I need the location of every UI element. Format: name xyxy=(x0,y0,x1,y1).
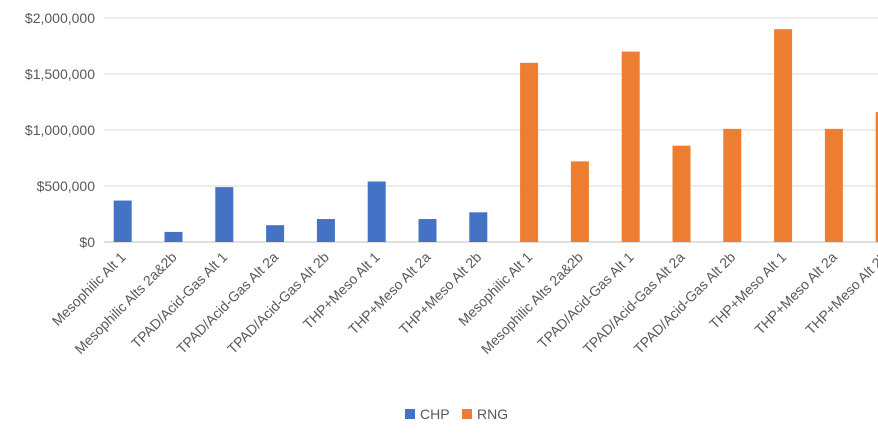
bar-chp xyxy=(215,187,234,242)
y-tick-label: $1,000,000 xyxy=(25,122,95,138)
bar-chp xyxy=(266,225,285,242)
y-tick-label: $500,000 xyxy=(37,178,96,194)
y-axis-tick-labels: $0 $500,000 $1,000,000 $1,500,000 $2,000,000 xyxy=(25,10,95,250)
y-tick-label: $1,500,000 xyxy=(25,66,95,82)
bars xyxy=(113,29,878,243)
x-category-label: TPAD/Acid-Gas Alt 2b xyxy=(224,249,332,357)
x-category-label: Mesophilic Alts 2a&2b xyxy=(71,249,179,357)
bar-chp xyxy=(164,231,183,242)
bar-rng xyxy=(520,62,539,242)
x-category-label: Mesophilic Alts 2a&2b xyxy=(478,249,586,357)
gridlines xyxy=(104,17,878,243)
bar-rng xyxy=(621,51,640,242)
x-category-label: TPAD/Acid-Gas Alt 2b xyxy=(630,249,738,357)
x-category-label: THP+Meso Alt 2b xyxy=(802,249,878,338)
x-category-label: TPAD/Acid-Gas Alt 2a xyxy=(173,249,281,357)
bar-chp xyxy=(113,200,132,242)
legend-label-chp: CHP xyxy=(420,406,450,422)
legend-label-rng: RNG xyxy=(477,406,508,422)
x-category-label: TPAD/Acid-Gas Alt 2a xyxy=(580,249,688,357)
legend-swatch-chp xyxy=(405,409,415,419)
bar-chp xyxy=(316,219,335,242)
x-category-label: TPAD/Acid-Gas Alt 1 xyxy=(534,249,637,352)
x-category-label: TPAD/Acid-Gas Alt 1 xyxy=(128,249,231,352)
bar-rng xyxy=(570,161,589,242)
bar-rng xyxy=(824,128,843,242)
legend-swatch-rng xyxy=(462,409,472,419)
bar-rng xyxy=(774,29,793,243)
legend: CHP RNG xyxy=(405,406,508,422)
bar-chp xyxy=(469,212,488,242)
bar-rng xyxy=(723,128,742,242)
bar-rng xyxy=(672,145,691,242)
y-tick-label: $2,000,000 xyxy=(25,10,95,26)
y-tick-label: $0 xyxy=(79,234,95,250)
bar-rng xyxy=(875,112,878,242)
bar-chp xyxy=(418,219,437,242)
bar-chp xyxy=(367,181,386,242)
